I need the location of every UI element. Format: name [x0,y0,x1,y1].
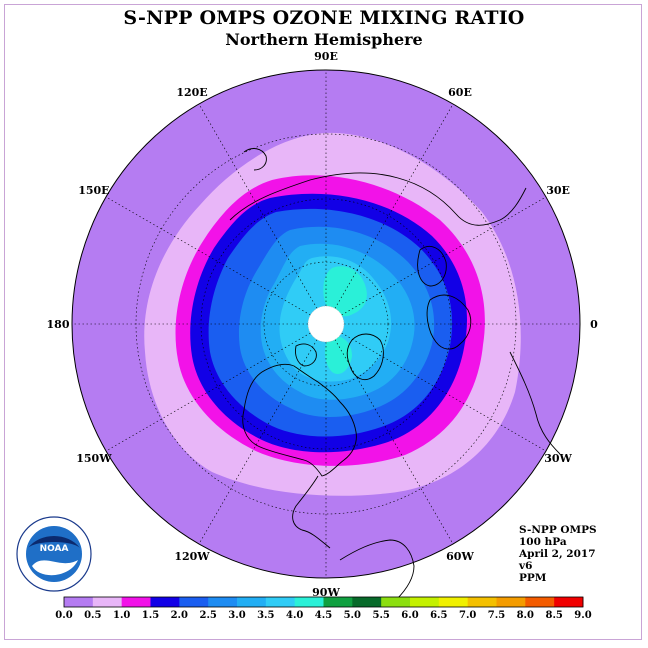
longitude-label: 90E [314,50,338,63]
longitude-label: 90W [312,586,340,599]
colorbar: 0.0 0.5 1.0 1.5 2.0 2.5 3.0 3.5 4.0 4.5 5.0 5.5 6.0 6… [55,596,592,621]
colorbar-cell [121,597,151,607]
map-subtitle: Northern Hemisphere [225,30,423,49]
lat-circle-50 [200,198,452,450]
polar-night-gap [307,305,345,343]
colorbar-cell [150,597,180,607]
longitude-label: 0 [590,318,598,331]
longitude-labels: 90E 60E 30E 0 30W 60W 90W 120W 150W 180 150E 120E [47,50,599,599]
longitude-label: 30E [546,184,570,197]
coastlines [229,148,561,601]
meridian-line [334,103,454,309]
colorbar-tick-label: 0.5 [84,610,101,621]
info-date: April 2, 2017 [519,548,596,560]
meridian-line [334,339,454,545]
colorbar-cell [410,597,440,607]
colorbar-cells [63,596,584,608]
info-block: S-NPP OMPS 100 hPa April 2, 2017 v6 PPM [519,524,597,584]
coast-canadian-islands [295,343,317,367]
coast-south-america [339,539,415,601]
colorbar-tick-label: 1.0 [113,610,130,621]
longitude-label: 150E [78,184,109,197]
coast-scandinavia [417,246,447,287]
colorbar-tick-label: 1.5 [142,610,159,621]
coast-north-america [242,363,357,477]
longitude-label: 30W [544,452,572,465]
longitude-label: 60E [448,86,472,99]
info-units: PPM [519,572,547,584]
colorbar-tick-label: 8.0 [517,610,534,621]
meridian-line [105,332,311,452]
meridians [72,70,580,578]
coast-africa [509,351,561,455]
colorbar-tick-label: 0.0 [55,610,72,621]
colorbar-tick-label: 7.0 [459,610,476,621]
meridian-line [105,196,311,316]
band-4.0 [323,266,367,317]
longitude-label: 120E [176,86,207,99]
graticule [72,70,580,578]
logo-gull [32,560,78,576]
band-4.0-patch [324,335,352,375]
colorbar-tick-label: 9.0 [574,610,591,621]
info-version: v6 [519,560,533,572]
colorbar-cell [438,597,469,607]
longitude-label: 180 [47,318,70,331]
colorbar-ticks: 0.0 0.5 1.0 1.5 2.0 2.5 3.0 3.5 4.0 4.5 5.0 5.5 6.0 6… [55,610,591,621]
map-title: S-NPP OMPS OZONE MIXING RATIO [123,7,525,29]
colorbar-cell [237,597,267,607]
colorbar-cell [525,597,555,607]
noaa-logo: NOAA [16,516,92,592]
colorbar-cell [352,597,382,607]
coast-greenland [346,333,384,380]
colorbar-cell [64,597,94,607]
meridian-line [341,332,547,452]
colorbar-outline [63,596,584,608]
info-level: 100 hPa [519,536,567,548]
colorbar-tick-label: 2.0 [171,610,188,621]
coast-asia [229,172,527,226]
colorbar-cell [208,597,238,607]
meridian-line [198,339,318,545]
map-boundary [71,69,581,579]
colorbar-tick-label: 7.5 [488,610,505,621]
longitude-label: 150W [76,452,112,465]
colorbar-tick-label: 5.0 [344,610,361,621]
colorbar-tick-label: 3.5 [257,610,274,621]
colorbar-tick-label: 6.0 [401,610,418,621]
colorbar-cell [496,597,526,607]
colorbar-tick-label: 5.5 [372,610,389,621]
meridian-line [198,103,318,309]
colorbar-tick-label: 4.0 [286,610,303,621]
logo-text: NOAA [40,544,69,554]
colorbar-cell [467,597,497,607]
info-instrument: S-NPP OMPS [519,524,597,536]
longitude-label: 60W [446,550,474,563]
colorbar-cell [323,597,353,607]
logo-sky [28,536,80,548]
colorbar-cell [92,597,123,607]
colorbar-tick-label: 6.5 [430,610,447,621]
meridian-line [341,196,547,316]
coast-japan [243,148,267,171]
coast-europe [426,294,472,350]
colorbar-tick-label: 8.5 [545,610,562,621]
colorbar-tick-label: 3.0 [228,610,245,621]
colorbar-tick-label: 4.5 [315,610,332,621]
colorbar-cell [265,597,296,607]
coast-central-america [292,475,331,549]
colorbar-cell [381,597,411,607]
ozone-field [72,70,580,578]
colorbar-cell [554,597,584,607]
colorbar-cell [294,597,324,607]
figure-frame [4,4,642,640]
colorbar-tick-label: 2.5 [199,610,216,621]
colorbar-cell [179,597,209,607]
longitude-label: 120W [174,550,210,563]
